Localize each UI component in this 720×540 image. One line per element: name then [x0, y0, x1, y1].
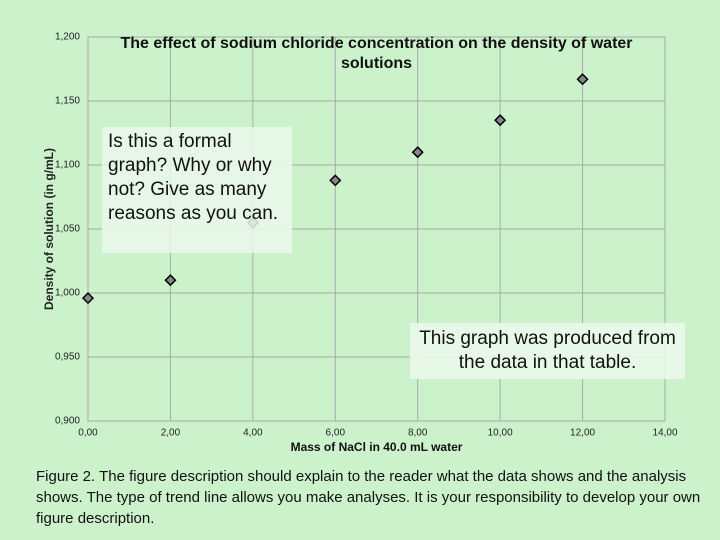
annotation: This graph was produced from the data in… — [410, 323, 685, 379]
y-tick-label: 1,100 — [55, 160, 80, 171]
chart-title: The effect of sodium chloride concentrat… — [120, 35, 633, 72]
figure-caption: Figure 2. The figure description should … — [36, 468, 701, 527]
x-tick-label: 0,00 — [78, 428, 98, 439]
x-axis-label: Mass of NaCl in 40.0 mL water — [290, 440, 463, 454]
data-point — [411, 146, 424, 159]
y-tick-label: 1,150 — [55, 96, 80, 107]
y-tick-label: 0,950 — [55, 352, 80, 363]
y-tick-label: 1,050 — [55, 224, 80, 235]
data-point — [494, 114, 507, 127]
x-tick-label: 8,00 — [408, 428, 428, 439]
data-point — [81, 292, 95, 305]
data-point — [329, 174, 342, 187]
y-tick-label: 1,000 — [55, 288, 80, 299]
annotation: Is this a formal graph? Why or why not? … — [102, 127, 292, 253]
data-point — [576, 73, 589, 86]
data-point — [164, 274, 177, 287]
x-tick-label: 6,00 — [326, 428, 346, 439]
x-tick-label: 12,00 — [570, 428, 595, 439]
y-tick-label: 0,900 — [55, 416, 80, 427]
x-tick-label: 10,00 — [488, 428, 513, 439]
x-tick-label: 2,00 — [161, 428, 181, 439]
x-tick-label: 14,00 — [652, 428, 677, 439]
y-axis-label: Density of solution (in g/mL) — [42, 148, 56, 310]
x-tick-label: 4,00 — [243, 428, 263, 439]
y-tick-label: 1,200 — [55, 32, 80, 43]
